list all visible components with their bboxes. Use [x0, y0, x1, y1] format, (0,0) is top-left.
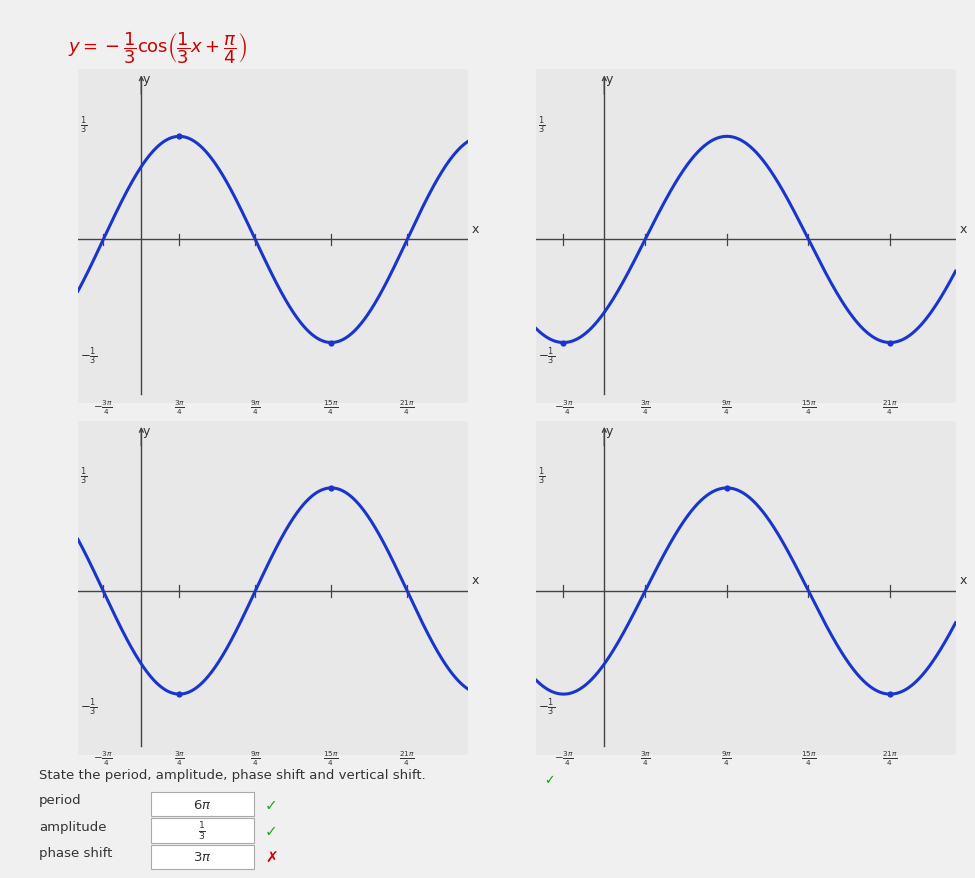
- Text: $-\frac{3\pi}{4}$: $-\frac{3\pi}{4}$: [554, 749, 573, 767]
- Text: $\frac{3\pi}{4}$: $\frac{3\pi}{4}$: [174, 749, 185, 767]
- Text: $\frac{1}{3}$: $\frac{1}{3}$: [80, 465, 87, 486]
- Text: $\frac{9\pi}{4}$: $\frac{9\pi}{4}$: [250, 749, 261, 767]
- Text: y: y: [142, 73, 150, 86]
- Text: amplitude: amplitude: [39, 820, 106, 832]
- Text: $\frac{9\pi}{4}$: $\frac{9\pi}{4}$: [722, 398, 732, 416]
- Text: $\frac{1}{3}$: $\frac{1}{3}$: [538, 465, 545, 486]
- Text: $\frac{9\pi}{4}$: $\frac{9\pi}{4}$: [250, 398, 261, 416]
- Text: $\frac{21\pi}{4}$: $\frac{21\pi}{4}$: [882, 398, 898, 416]
- Text: $\frac{15\pi}{4}$: $\frac{15\pi}{4}$: [800, 749, 816, 767]
- Text: $-\frac{1}{3}$: $-\frac{1}{3}$: [538, 696, 555, 717]
- Text: ✓: ✓: [265, 823, 278, 838]
- Text: x: x: [472, 222, 480, 235]
- Text: $\frac{3\pi}{4}$: $\frac{3\pi}{4}$: [640, 398, 650, 416]
- Text: y: y: [605, 73, 613, 86]
- Text: $\frac{9\pi}{4}$: $\frac{9\pi}{4}$: [722, 749, 732, 767]
- Text: $\frac{1}{3}$: $\frac{1}{3}$: [538, 114, 545, 135]
- Text: $\frac{1}{3}$: $\frac{1}{3}$: [80, 114, 87, 135]
- Text: $-\frac{1}{3}$: $-\frac{1}{3}$: [80, 696, 97, 717]
- Text: x: x: [472, 573, 480, 587]
- Text: $-\frac{1}{3}$: $-\frac{1}{3}$: [80, 345, 97, 366]
- Text: State the period, amplitude, phase shift and vertical shift.: State the period, amplitude, phase shift…: [39, 768, 426, 781]
- Text: y: y: [605, 424, 613, 437]
- Text: x: x: [959, 573, 967, 587]
- Text: $\frac{1}{3}$: $\frac{1}{3}$: [198, 819, 207, 842]
- Text: $-\frac{1}{3}$: $-\frac{1}{3}$: [538, 345, 555, 366]
- Text: $\frac{3\pi}{4}$: $\frac{3\pi}{4}$: [174, 398, 185, 416]
- Text: ✓: ✓: [544, 774, 555, 787]
- Text: $-\frac{3\pi}{4}$: $-\frac{3\pi}{4}$: [94, 398, 113, 416]
- Text: $\frac{15\pi}{4}$: $\frac{15\pi}{4}$: [324, 749, 339, 767]
- Text: $\frac{21\pi}{4}$: $\frac{21\pi}{4}$: [882, 749, 898, 767]
- Text: period: period: [39, 794, 82, 806]
- Text: $\frac{21\pi}{4}$: $\frac{21\pi}{4}$: [400, 398, 415, 416]
- Text: $-\frac{3\pi}{4}$: $-\frac{3\pi}{4}$: [554, 398, 573, 416]
- Text: $3\pi$: $3\pi$: [193, 851, 212, 863]
- Text: x: x: [959, 222, 967, 235]
- Text: $\frac{15\pi}{4}$: $\frac{15\pi}{4}$: [324, 398, 339, 416]
- Text: $y = -\dfrac{1}{3}\cos\!\left(\dfrac{1}{3}x + \dfrac{\pi}{4}\right)$: $y = -\dfrac{1}{3}\cos\!\left(\dfrac{1}{…: [68, 31, 248, 67]
- Text: $-\frac{3\pi}{4}$: $-\frac{3\pi}{4}$: [94, 749, 113, 767]
- Text: $\frac{15\pi}{4}$: $\frac{15\pi}{4}$: [800, 398, 816, 416]
- Text: ✗: ✗: [265, 849, 278, 865]
- Text: $\frac{3\pi}{4}$: $\frac{3\pi}{4}$: [640, 749, 650, 767]
- Text: $6\pi$: $6\pi$: [193, 798, 212, 810]
- Text: $\frac{21\pi}{4}$: $\frac{21\pi}{4}$: [400, 749, 415, 767]
- Text: y: y: [142, 424, 150, 437]
- Text: ✓: ✓: [265, 796, 278, 812]
- Text: phase shift: phase shift: [39, 846, 112, 859]
